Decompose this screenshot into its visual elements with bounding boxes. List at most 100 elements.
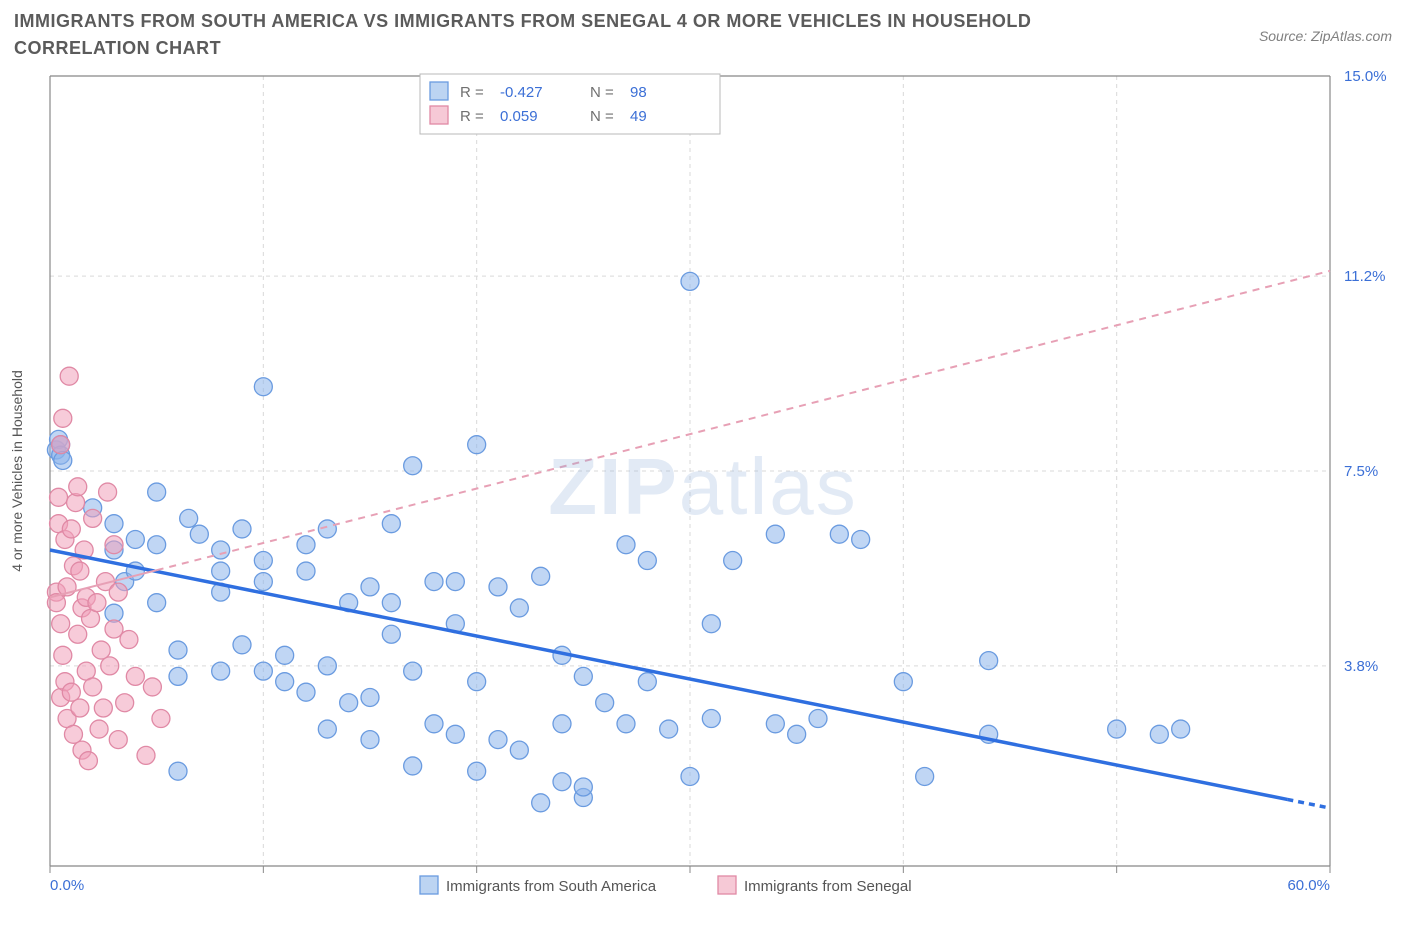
scatter-point	[120, 631, 138, 649]
scatter-point	[446, 573, 464, 591]
scatter-point	[254, 378, 272, 396]
scatter-point	[94, 699, 112, 717]
scatter-point	[50, 488, 68, 506]
stats-legend-box	[420, 74, 720, 134]
header: IMMIGRANTS FROM SOUTH AMERICA VS IMMIGRA…	[0, 0, 1406, 66]
scatter-point	[553, 715, 571, 733]
scatter-point	[109, 731, 127, 749]
scatter-point	[71, 562, 89, 580]
series-legend-label: Immigrants from Senegal	[744, 878, 912, 895]
scatter-point	[126, 667, 144, 685]
scatter-point	[71, 699, 89, 717]
scatter-point	[126, 530, 144, 548]
scatter-point	[489, 578, 507, 596]
scatter-point	[54, 646, 72, 664]
scatter-point	[980, 652, 998, 670]
scatter-point	[1150, 725, 1168, 743]
scatter-point	[510, 599, 528, 617]
scatter-point	[660, 720, 678, 738]
scatter-point	[766, 525, 784, 543]
y-tick-label: 7.5%	[1344, 463, 1378, 480]
scatter-point	[532, 794, 550, 812]
scatter-point	[852, 530, 870, 548]
scatter-point	[766, 715, 784, 733]
trend-line	[50, 550, 1287, 799]
scatter-point	[190, 525, 208, 543]
scatter-point	[382, 515, 400, 533]
scatter-point	[52, 615, 70, 633]
scatter-point	[404, 457, 422, 475]
scatter-point	[180, 509, 198, 527]
scatter-point	[169, 667, 187, 685]
scatter-point	[916, 767, 934, 785]
scatter-point	[169, 762, 187, 780]
scatter-point	[425, 715, 443, 733]
scatter-point	[254, 552, 272, 570]
scatter-point	[148, 536, 166, 554]
legend-n-label: N =	[590, 108, 614, 125]
scatter-chart: 3.8%7.5%11.2%15.0%0.0%60.0%4 or more Veh…	[0, 66, 1406, 926]
scatter-point	[254, 662, 272, 680]
scatter-point	[574, 667, 592, 685]
scatter-point	[532, 567, 550, 585]
scatter-point	[596, 694, 614, 712]
scatter-point	[69, 478, 87, 496]
scatter-point	[617, 715, 635, 733]
chart-title: IMMIGRANTS FROM SOUTH AMERICA VS IMMIGRA…	[14, 8, 1114, 62]
scatter-point	[99, 483, 117, 501]
legend-n-label: N =	[590, 84, 614, 101]
legend-r-value: 0.059	[500, 108, 538, 125]
scatter-point	[54, 451, 72, 469]
scatter-point	[88, 594, 106, 612]
scatter-point	[489, 731, 507, 749]
scatter-point	[468, 762, 486, 780]
scatter-point	[105, 515, 123, 533]
scatter-point	[468, 673, 486, 691]
scatter-point	[62, 683, 80, 701]
scatter-point	[64, 725, 82, 743]
scatter-point	[233, 520, 251, 538]
scatter-point	[84, 678, 102, 696]
scatter-point	[69, 625, 87, 643]
scatter-point	[276, 646, 294, 664]
scatter-point	[1172, 720, 1190, 738]
x-tick-label: 0.0%	[50, 877, 84, 894]
scatter-point	[468, 436, 486, 454]
scatter-point	[297, 536, 315, 554]
legend-n-value: 98	[630, 84, 647, 101]
scatter-point	[92, 641, 110, 659]
legend-r-value: -0.427	[500, 84, 543, 101]
scatter-point	[382, 625, 400, 643]
scatter-point	[67, 494, 85, 512]
scatter-point	[54, 409, 72, 427]
scatter-point	[212, 662, 230, 680]
scatter-point	[116, 694, 134, 712]
scatter-point	[574, 778, 592, 796]
scatter-point	[254, 573, 272, 591]
legend-r-label: R =	[460, 84, 484, 101]
series-legend-swatch	[420, 876, 438, 894]
y-axis-label: 4 or more Vehicles in Household	[9, 370, 25, 572]
scatter-point	[617, 536, 635, 554]
scatter-point	[425, 573, 443, 591]
scatter-point	[382, 594, 400, 612]
scatter-point	[702, 615, 720, 633]
chart-source: Source: ZipAtlas.com	[1259, 8, 1392, 44]
scatter-point	[233, 636, 251, 654]
x-tick-label: 60.0%	[1287, 877, 1330, 894]
scatter-point	[404, 662, 422, 680]
scatter-point	[101, 657, 119, 675]
scatter-point	[788, 725, 806, 743]
scatter-point	[1108, 720, 1126, 738]
scatter-point	[169, 641, 187, 659]
scatter-point	[148, 594, 166, 612]
legend-swatch	[430, 106, 448, 124]
scatter-point	[510, 741, 528, 759]
legend-swatch	[430, 82, 448, 100]
scatter-point	[152, 710, 170, 728]
scatter-point	[52, 436, 70, 454]
scatter-point	[318, 720, 336, 738]
scatter-point	[361, 731, 379, 749]
scatter-point	[553, 773, 571, 791]
scatter-point	[702, 710, 720, 728]
